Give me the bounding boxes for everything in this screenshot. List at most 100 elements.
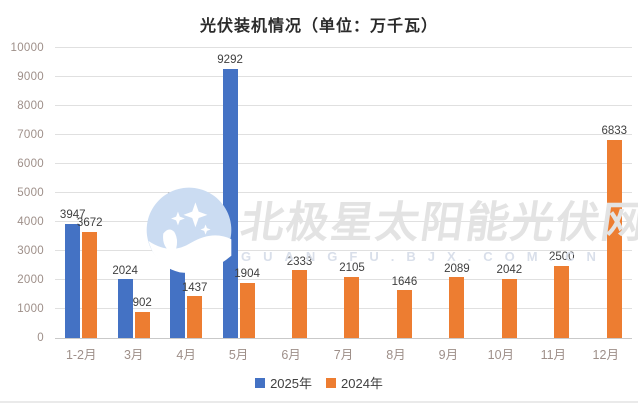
- bar-2024年-4月: [187, 296, 203, 338]
- bar-2024年-3月: [134, 311, 150, 338]
- bar-group-3月: 2024 902: [107, 48, 159, 338]
- y-tick-label: 3000: [17, 245, 44, 257]
- bar-slot: 902: [132, 48, 152, 338]
- legend-label: 2024年: [341, 376, 383, 391]
- bar-2024年-1-2月: [82, 231, 98, 338]
- gridline: [55, 221, 632, 222]
- bar-value-label: 2024: [112, 264, 138, 277]
- bar-group-8月: 1646: [370, 48, 422, 338]
- bar-group-7月: 2105: [317, 48, 369, 338]
- bar-value-label: 9292: [217, 54, 243, 67]
- bar-group-5月: 9292 1904: [212, 48, 264, 338]
- gridline: [55, 76, 632, 77]
- bar-group-11月: 2500: [527, 48, 579, 338]
- legend-label: 2025年: [270, 376, 312, 391]
- bar-group-9月: 2089: [422, 48, 474, 338]
- x-axis-label-9月: 9月: [438, 348, 459, 362]
- bar-value-label: 2089: [444, 262, 470, 275]
- bar-2025年-3月: [117, 279, 133, 338]
- x-axis-label-5月: 5月: [228, 348, 249, 362]
- bar-value-label: 2042: [496, 264, 523, 277]
- gridline: [55, 250, 632, 251]
- bar-value-label: 902: [132, 297, 152, 310]
- chart-legend: 2025年 2024年: [0, 373, 638, 392]
- legend-swatch: [326, 377, 336, 388]
- bar-slot: 6833: [601, 48, 627, 338]
- bar-slot: 1646: [392, 48, 417, 338]
- bar-slot: [275, 48, 290, 338]
- legend-item-2024年: 2024年: [326, 373, 383, 392]
- bar-slot: [485, 48, 500, 338]
- bar-slot: 3947: [60, 48, 86, 338]
- x-axis-label-3月: 3月: [123, 348, 144, 362]
- gridline: [55, 105, 632, 106]
- x-axis-label-1-2月: 1-2月: [65, 348, 97, 362]
- bar-2024年-5月: [239, 282, 255, 338]
- bar-slot: [380, 48, 395, 338]
- bar-slot: [327, 48, 342, 338]
- bar-value-label: 6833: [601, 125, 628, 138]
- bar-slot: 2333: [287, 48, 312, 338]
- chart-title: 光伏装机情况（单位：万千瓦）: [199, 18, 438, 35]
- y-tick-label: 8000: [17, 100, 44, 112]
- plot-groups: 3947 3672 2024 902 4522 1437 9292 1904 2333 2105 1…: [55, 48, 632, 338]
- plot-area: 3947 3672 2024 902 4522 1437 9292 1904 2333 2105 1…: [55, 47, 638, 339]
- gridline: [55, 308, 632, 309]
- y-tick-label: 2000: [17, 274, 44, 286]
- x-axis-label-8月: 8月: [386, 348, 406, 362]
- x-axis-label-10月: 10月: [487, 348, 515, 362]
- bar-slot: [537, 48, 552, 338]
- bar-slot: 1904: [234, 48, 260, 338]
- bar-value-label: 2333: [286, 255, 313, 268]
- x-axis-label-11月: 11月: [540, 348, 567, 362]
- x-axis-label-12月: 12月: [592, 348, 619, 362]
- y-tick-label: 6000: [17, 158, 44, 170]
- bar-slot: [432, 48, 447, 338]
- x-axis-label-4月: 4月: [176, 348, 196, 362]
- gridline: [55, 47, 632, 48]
- bar-value-label: 1437: [181, 281, 208, 294]
- y-axis: 0 1000 2000 3000 4000 5000 6000 7000 8000 9000 100…: [0, 42, 48, 344]
- bar-2024年-10月: [501, 278, 517, 338]
- bar-slot: 3672: [77, 48, 103, 338]
- legend-swatch: [255, 377, 266, 388]
- bar-2024年-12月: [606, 139, 622, 338]
- bar-group-1-2月: 3947 3672: [55, 48, 107, 338]
- bar-2024年-8月: [396, 290, 412, 338]
- bar-group-10月: 2042: [475, 48, 527, 338]
- gridline: [55, 134, 632, 135]
- y-tick-label: 4000: [17, 216, 44, 228]
- bar-slot: 9292: [217, 48, 243, 338]
- bar-value-label: 2500: [549, 251, 575, 263]
- y-tick-label: 7000: [17, 129, 44, 141]
- bar-value-label: 1904: [234, 268, 260, 281]
- y-tick-label: 10000: [10, 42, 44, 54]
- bar-group-6月: 2333: [265, 48, 317, 338]
- bar-value-label: 3947: [59, 209, 86, 222]
- bar-2025年-4月: [170, 206, 186, 338]
- bar-slot: 2042: [497, 48, 522, 338]
- bar-2025年-1-2月: [65, 223, 81, 338]
- bar-2024年-6月: [292, 270, 308, 338]
- bar-2024年-11月: [554, 265, 570, 338]
- x-axis-label-6月: 6月: [281, 348, 301, 362]
- bar-slot: 2024: [112, 48, 138, 338]
- bar-2025年-5月: [222, 68, 238, 338]
- bar-slot: 2105: [339, 48, 365, 338]
- bar-slot: 2500: [549, 48, 575, 338]
- y-tick-label: 1000: [17, 303, 44, 315]
- bar-slot: 4522: [165, 48, 190, 338]
- bar-2024年-7月: [344, 276, 360, 338]
- gridline: [55, 279, 632, 280]
- x-axis-labels: 1-2月 3月 4月 5月 6月 7月 8月 9月 10月 11月 12月: [55, 344, 632, 363]
- y-tick-label: 9000: [17, 71, 44, 83]
- bar-slot: [590, 48, 605, 338]
- bar-value-label: 1646: [391, 275, 418, 288]
- y-tick-label: 5000: [17, 187, 44, 199]
- bar-group-4月: 4522 1437: [160, 48, 212, 338]
- bar-group-12月: 6833: [580, 48, 632, 338]
- bar-value-label: 3672: [76, 217, 103, 230]
- y-tick-label: 0: [37, 332, 44, 344]
- bar-slot: 1437: [182, 48, 207, 338]
